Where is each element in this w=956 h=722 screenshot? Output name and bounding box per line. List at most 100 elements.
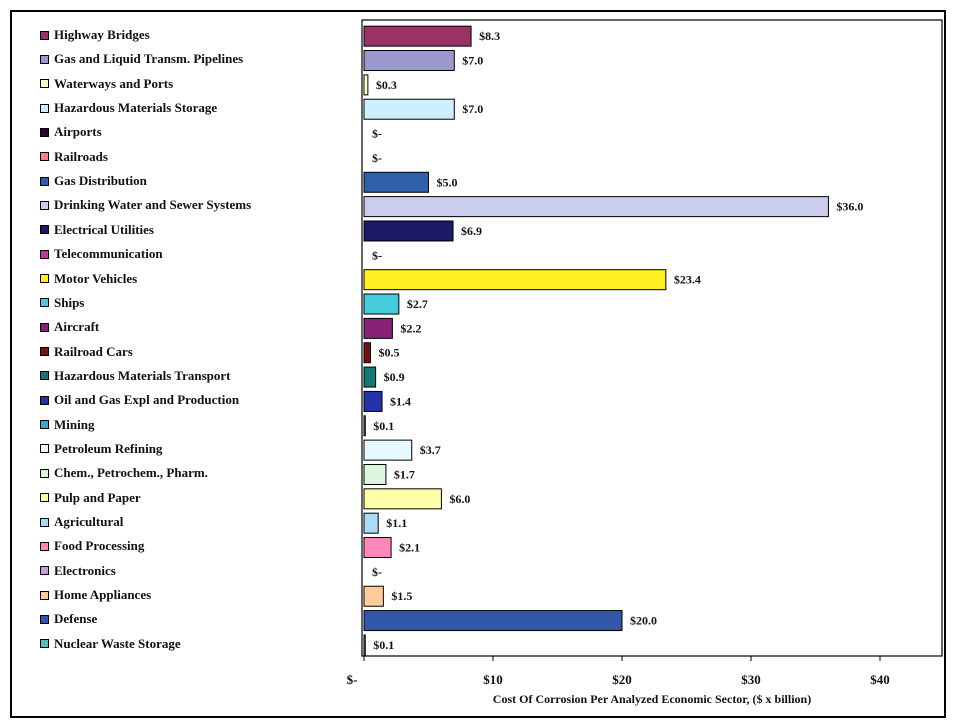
legend-swatch: [40, 274, 49, 283]
legend-swatch: [40, 371, 49, 381]
legend-swatch: [40, 152, 49, 162]
legend-label: Ships: [54, 294, 85, 310]
bar: [363, 585, 384, 607]
bar: [363, 98, 455, 120]
x-tick-label: $10: [483, 672, 503, 687]
x-tick-label: $-: [347, 672, 358, 687]
bar: [363, 342, 371, 364]
legend-label: Hazardous Materials Storage: [54, 100, 218, 116]
legend-item: Petroleum Refining: [40, 438, 162, 460]
bar: [363, 415, 366, 437]
bar: [363, 269, 667, 291]
legend-swatch: [40, 225, 49, 235]
data-label: $3.7: [420, 443, 441, 457]
data-label: $0.9: [384, 370, 405, 384]
data-label: $23.4: [674, 273, 701, 287]
data-label: $0.1: [373, 638, 394, 652]
bar: [363, 171, 429, 193]
legend-swatch: [40, 614, 49, 624]
legend-swatch: [40, 590, 49, 600]
bar: [363, 220, 454, 242]
legend-item: Railroads: [40, 146, 108, 168]
data-label: $7.0: [462, 54, 483, 68]
legend-swatch: [40, 322, 49, 332]
legend-label: Waterways and Ports: [54, 75, 174, 91]
legend-item: Hazardous Materials Storage: [40, 97, 217, 119]
legend-item: Hazardous Materials Transport: [40, 365, 230, 387]
legend-label: Electrical Utilities: [54, 221, 154, 237]
legend-swatch: [40, 468, 49, 478]
legend-label: Gas and Liquid Transm. Pipelines: [54, 51, 244, 67]
legend-swatch: [40, 79, 49, 89]
legend-swatch: [40, 517, 49, 527]
legend-label: Food Processing: [54, 538, 145, 554]
legend-label: Defense: [54, 611, 98, 627]
legend-swatch: [40, 347, 49, 357]
legend-item: Waterways and Ports: [40, 73, 173, 95]
legend-swatch: [40, 54, 49, 64]
legend-label: Telecommunication: [54, 246, 163, 262]
legend-item: Gas and Liquid Transm. Pipelines: [40, 48, 243, 70]
data-label: $-: [372, 565, 382, 579]
chart-frame: [10, 10, 946, 718]
legend-item: Motor Vehicles: [40, 268, 137, 290]
data-label: $-: [372, 248, 382, 262]
data-label: $1.1: [386, 516, 407, 530]
data-label: $-: [372, 151, 382, 165]
data-label: $2.2: [400, 321, 421, 335]
plot-area: [361, 19, 943, 657]
legend-item: Railroad Cars: [40, 341, 133, 363]
legend-label: Agricultural: [54, 514, 124, 529]
x-tick-label: $40: [870, 672, 890, 687]
legend-label: Nuclear Waste Storage: [54, 635, 181, 651]
legend-item: Telecommunication: [40, 243, 163, 265]
legend-item: Airports: [40, 121, 102, 143]
legend-swatch: [40, 444, 49, 454]
legend-swatch: [40, 493, 49, 503]
legend-item: Home Appliances: [40, 584, 151, 606]
legend-item: Pulp and Paper: [40, 487, 141, 509]
bar: [363, 366, 377, 388]
legend-item: Drinking Water and Sewer Systems: [40, 194, 251, 216]
bar: [363, 196, 829, 218]
data-label: $7.0: [462, 102, 483, 116]
legend-label: Railroad Cars: [54, 343, 133, 359]
x-tick-label: $20: [612, 672, 632, 687]
legend-item: Electrical Utilities: [40, 219, 154, 241]
data-label: $5.0: [437, 175, 458, 189]
legend-swatch: [40, 395, 49, 405]
data-label: $1.4: [390, 394, 411, 408]
legend-item: Mining: [40, 414, 94, 436]
legend-swatch: [40, 298, 49, 308]
data-label: $8.3: [479, 29, 500, 43]
x-axis-label: Cost Of Corrosion Per Analyzed Economic …: [492, 692, 812, 706]
legend-label: Home Appliances: [54, 587, 152, 603]
data-label: $2.1: [399, 541, 420, 555]
data-label: $1.5: [391, 589, 412, 603]
bar: [363, 610, 623, 632]
bar: [363, 50, 455, 72]
bar: [363, 488, 442, 510]
bar: [363, 537, 392, 559]
legend-item: Agricultural: [40, 511, 123, 533]
bar: [363, 74, 369, 96]
data-label: $1.7: [394, 467, 415, 481]
legend-label: Drinking Water and Sewer Systems: [54, 197, 252, 213]
legend-swatch: [40, 30, 49, 40]
legend-item: Chem., Petrochem., Pharm.: [40, 462, 208, 484]
legend-label: Mining: [54, 416, 95, 432]
bar: [363, 463, 387, 485]
data-label: $0.5: [378, 346, 399, 360]
legend-label: Aircraft: [54, 319, 100, 335]
x-tick-label: $30: [741, 672, 761, 687]
legend-label: Electronics: [54, 562, 116, 578]
bar: [363, 634, 366, 656]
legend-label: Pulp and Paper: [54, 489, 141, 505]
bar: [363, 25, 472, 47]
bar: [363, 293, 400, 315]
legend-item: Defense: [40, 608, 97, 630]
legend-swatch: [40, 127, 49, 137]
legend-item: Oil and Gas Expl and Production: [40, 389, 239, 411]
data-label: $-: [372, 127, 382, 141]
